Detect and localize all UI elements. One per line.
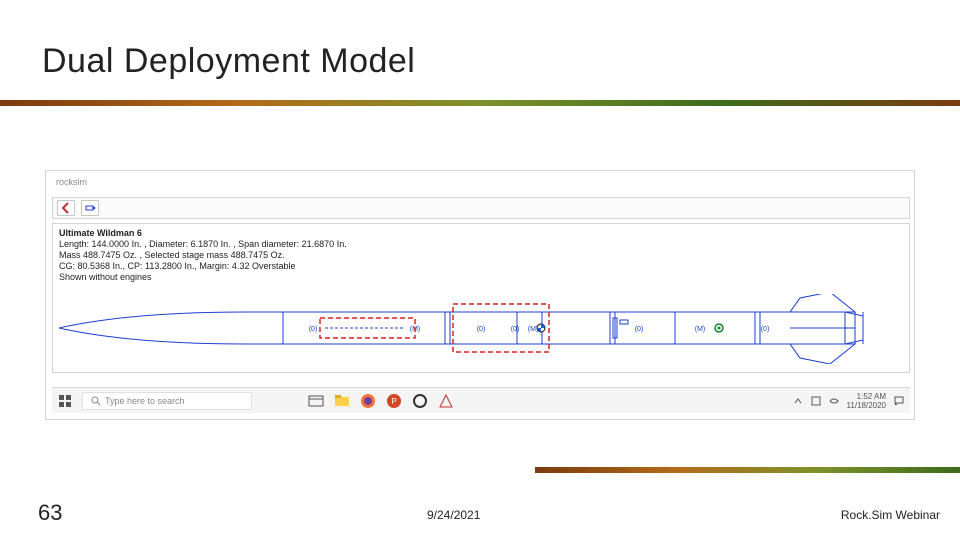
system-tray: 1:52 AM 11/18/2020: [793, 392, 910, 410]
powerpoint-icon[interactable]: P: [386, 393, 402, 409]
start-button[interactable]: [52, 390, 78, 412]
notifications-icon[interactable]: [894, 396, 904, 406]
tray-clock[interactable]: 1:52 AM 11/18/2020: [847, 392, 886, 410]
svg-text:(0): (0): [761, 326, 770, 333]
app-icon-1[interactable]: [412, 393, 428, 409]
back-button[interactable]: [57, 200, 75, 216]
tray-icon-1[interactable]: [811, 396, 821, 406]
toolbar: [52, 197, 910, 219]
search-placeholder: Type here to search: [105, 396, 185, 406]
svg-text:(0): (0): [635, 326, 644, 333]
svg-text:P: P: [391, 397, 396, 406]
chevron-up-icon[interactable]: [793, 396, 803, 406]
info-line-3: CG: 80.5368 In., CP: 113.2800 In., Margi…: [59, 261, 295, 271]
design-info: Ultimate Wildman 6 Length: 144.0000 In. …: [59, 228, 347, 283]
tray-time: 1:52 AM: [847, 392, 886, 401]
window-title: rocksim: [56, 177, 87, 187]
svg-text:(0): (0): [309, 326, 318, 333]
taskbar-search[interactable]: Type here to search: [82, 392, 252, 410]
slide: Dual Deployment Model rocksim Ultimate W…: [0, 0, 960, 540]
design-area: Ultimate Wildman 6 Length: 144.0000 In. …: [52, 223, 910, 373]
windows-taskbar: Type here to search P 1:52 AM 11/18/2020: [52, 387, 910, 413]
file-explorer-icon[interactable]: [334, 393, 350, 409]
info-line-4: Shown without engines: [59, 272, 152, 282]
app-screenshot: rocksim Ultimate Wildman 6 Length: 144.0…: [45, 170, 915, 420]
accent-bar-top: [0, 100, 960, 106]
rocket-diagram: (0)(M)(0)(0)(M)(0)(M)(0): [55, 294, 909, 364]
svg-text:(0): (0): [477, 326, 486, 333]
slide-title: Dual Deployment Model: [42, 42, 415, 81]
info-line-2: Mass 488.7475 Oz. , Selected stage mass …: [59, 250, 285, 260]
taskbar-apps: P: [308, 393, 454, 409]
design-name: Ultimate Wildman 6: [59, 228, 142, 238]
footer-text: Rock.Sim Webinar: [841, 508, 940, 522]
accent-bar-bottom: [535, 467, 960, 473]
tray-date: 11/18/2020: [847, 401, 886, 410]
tray-icon-2[interactable]: [829, 396, 839, 406]
page-number: 63: [38, 500, 62, 526]
rocksim-icon[interactable]: [438, 393, 454, 409]
rocket-tab-button[interactable]: [81, 200, 99, 216]
info-line-1: Length: 144.0000 In. , Diameter: 6.1870 …: [59, 239, 347, 249]
svg-text:(M): (M): [695, 326, 706, 333]
search-icon: [91, 396, 101, 406]
svg-text:(0): (0): [511, 326, 520, 333]
firefox-icon[interactable]: [360, 393, 376, 409]
slide-date: 9/24/2021: [427, 508, 480, 522]
task-view-icon[interactable]: [308, 393, 324, 409]
